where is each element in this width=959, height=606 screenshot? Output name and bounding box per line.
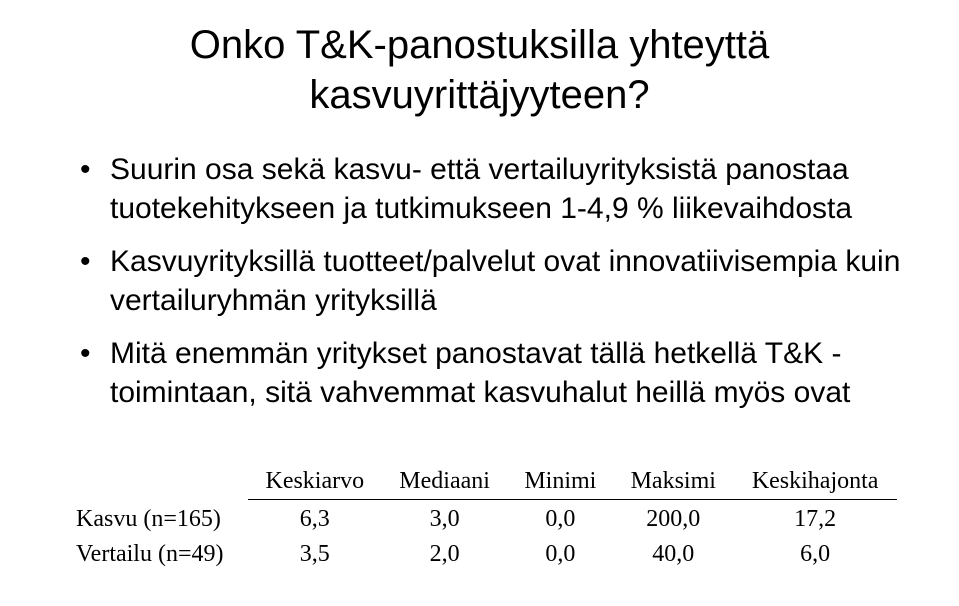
stats-table-container: Keskiarvo Mediaani Minimi Maksimi Keskih… [62, 464, 897, 572]
bullet-item: Kasvuyrityksillä tuotteet/palvelut ovat … [80, 242, 909, 320]
table-cell-label: Vertailu (n=49) [62, 537, 248, 572]
table-cell: 6,0 [733, 537, 897, 572]
table-cell: 3,5 [248, 537, 382, 572]
slide-title: Onko T&K-panostuksilla yhteyttä kasvuyri… [50, 20, 909, 120]
table-cell: 17,2 [733, 500, 897, 538]
bullet-item: Mitä enemmän yritykset panostavat tällä … [80, 334, 909, 412]
table-cell: 3,0 [382, 500, 508, 538]
table-cell: 40,0 [613, 537, 733, 572]
title-line-1: Onko T&K-panostuksilla yhteyttä [190, 23, 770, 67]
slide: Onko T&K-panostuksilla yhteyttä kasvuyri… [0, 0, 959, 606]
table-header-row: Keskiarvo Mediaani Minimi Maksimi Keskih… [62, 464, 897, 500]
table-cell: 200,0 [613, 500, 733, 538]
table-cell: 2,0 [382, 537, 508, 572]
table-row: Vertailu (n=49) 3,5 2,0 0,0 40,0 6,0 [62, 537, 897, 572]
stats-table: Keskiarvo Mediaani Minimi Maksimi Keskih… [62, 464, 897, 572]
title-line-2: kasvuyrittäjyyteen? [309, 73, 649, 117]
bullet-list: Suurin osa sekä kasvu- että vertailuyrit… [80, 150, 909, 412]
table-header-cell: Mediaani [382, 464, 508, 500]
table-header-cell: Maksimi [613, 464, 733, 500]
table-cell: 0,0 [507, 537, 613, 572]
table-cell-label: Kasvu (n=165) [62, 500, 248, 538]
table-cell: 0,0 [507, 500, 613, 538]
bullet-item: Suurin osa sekä kasvu- että vertailuyrit… [80, 150, 909, 228]
table-header-cell: Minimi [507, 464, 613, 500]
table-header-cell: Keskiarvo [248, 464, 382, 500]
table-header-cell [62, 464, 248, 500]
table-header-cell: Keskihajonta [733, 464, 897, 500]
table-cell: 6,3 [248, 500, 382, 538]
table-row: Kasvu (n=165) 6,3 3,0 0,0 200,0 17,2 [62, 500, 897, 538]
